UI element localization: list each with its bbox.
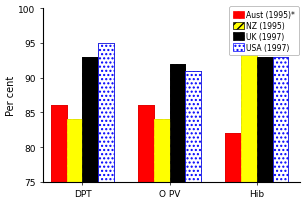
Bar [226,133,241,182]
Bar [82,57,98,182]
Bar [82,57,98,182]
Bar [138,106,154,182]
Bar [241,51,257,182]
Bar [170,64,185,182]
Legend: Aust (1995)*, NZ (1995), UK (1997), USA (1997): Aust (1995)*, NZ (1995), UK (1997), USA … [230,7,299,56]
Bar [67,120,82,182]
Bar [257,57,273,182]
Bar [226,133,241,182]
Bar [51,106,67,182]
Bar [67,120,82,182]
Bar [154,120,170,182]
Bar [51,106,67,182]
Bar [98,44,114,182]
Y-axis label: Per cent: Per cent [6,75,16,115]
Bar [185,71,201,182]
Bar [241,51,257,182]
Bar [257,57,273,182]
Bar [98,44,114,182]
Bar [154,120,170,182]
Bar [138,106,154,182]
Bar [273,57,288,182]
Bar [185,71,201,182]
Bar [170,64,185,182]
Bar [273,57,288,182]
